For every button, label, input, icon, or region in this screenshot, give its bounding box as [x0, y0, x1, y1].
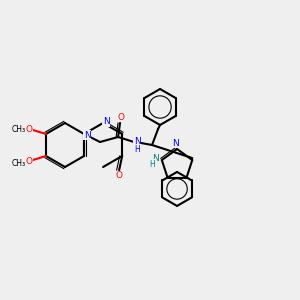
Text: CH₃: CH₃: [12, 160, 26, 169]
Text: N: N: [134, 137, 140, 146]
Text: O: O: [116, 172, 123, 181]
Text: CH₃: CH₃: [12, 124, 26, 134]
Text: H: H: [134, 145, 140, 154]
Text: N: N: [152, 154, 159, 163]
Text: O: O: [26, 157, 32, 166]
Text: H: H: [149, 160, 155, 169]
Text: O: O: [26, 124, 32, 134]
Text: N: N: [172, 139, 178, 148]
Text: N: N: [103, 118, 110, 127]
Text: N: N: [84, 130, 90, 140]
Text: O: O: [118, 112, 124, 122]
